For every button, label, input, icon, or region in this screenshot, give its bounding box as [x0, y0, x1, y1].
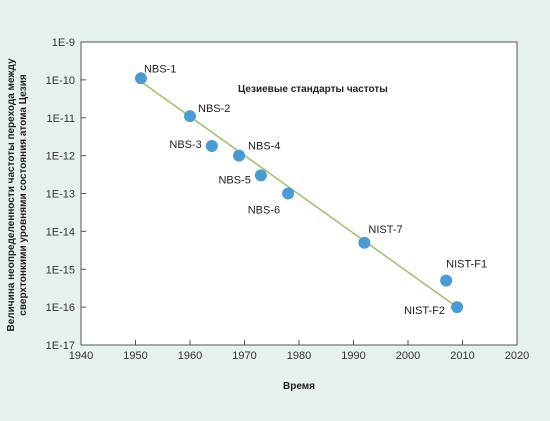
x-tick-label: 1960	[178, 350, 202, 362]
x-axis-title: Время	[283, 381, 315, 392]
data-label-nbs-3: NBS-3	[169, 139, 201, 151]
data-label-nist-7: NIST-7	[368, 224, 402, 236]
x-tick-label: 1950	[123, 350, 147, 362]
y-tick-label: 1E-15	[46, 264, 75, 276]
data-point-nbs-4	[233, 149, 246, 162]
y-tick-label: 1E-10	[46, 75, 75, 87]
data-point-nist-7	[358, 236, 371, 249]
data-point-nist-f1	[440, 274, 453, 287]
data-label-nist-f1: NIST-F1	[446, 259, 487, 271]
data-point-nist-f2	[451, 301, 464, 314]
data-point-nbs-3	[205, 139, 218, 152]
y-tick-label: 1E-9	[52, 37, 75, 49]
chart-title: Цезиевые стандарты частоты	[238, 84, 388, 95]
x-tick-label: 1990	[341, 350, 365, 362]
data-label-nbs-5: NBS-5	[218, 174, 250, 186]
data-label-nbs-4: NBS-4	[248, 141, 280, 153]
data-point-nbs-5	[254, 169, 267, 182]
y-axis-title-line-1: Величина неопределенности частоты перехо…	[6, 58, 17, 331]
data-points: NBS-1 NBS-2 NBS-3 NBS-4 NBS-5 NBS-6 NIST-7 NIST…	[134, 63, 487, 317]
data-point-nbs-6	[282, 187, 295, 200]
data-label-nbs-6: NBS-6	[248, 205, 280, 217]
x-tick-label: 2020	[505, 350, 529, 362]
x-tick-label: 1980	[287, 350, 311, 362]
x-axis: 1940 1950 1960 1970 1980 1990 2000 2010 2020	[69, 340, 529, 362]
y-axis-title-line-2: сверхтонкими уровнями состояния атома Це…	[18, 74, 29, 316]
y-tick-label: 1E-14	[46, 226, 75, 238]
y-tick-label: 1E-16	[46, 302, 75, 314]
x-tick-label: 1970	[232, 350, 256, 362]
y-axis: 1E-9 1E-10 1E-11 1E-12 1E-13 1E-14 1E-15 1E-16 1…	[46, 37, 86, 352]
y-tick-label: 1E-13	[46, 189, 75, 201]
data-label-nist-f2: NIST-F2	[404, 305, 445, 317]
data-label-nbs-2: NBS-2	[198, 103, 230, 115]
data-point-nbs-2	[184, 110, 196, 123]
x-tick-label: 2000	[396, 350, 420, 362]
y-tick-label: 1E-12	[46, 151, 75, 163]
data-label-nbs-1: NBS-1	[144, 63, 176, 75]
x-tick-label: 1940	[69, 350, 93, 362]
y-tick-label: 1E-17	[46, 340, 75, 352]
y-tick-label: 1E-11	[46, 113, 75, 125]
data-point-nbs-1	[134, 72, 147, 85]
x-tick-label: 2010	[450, 350, 474, 362]
